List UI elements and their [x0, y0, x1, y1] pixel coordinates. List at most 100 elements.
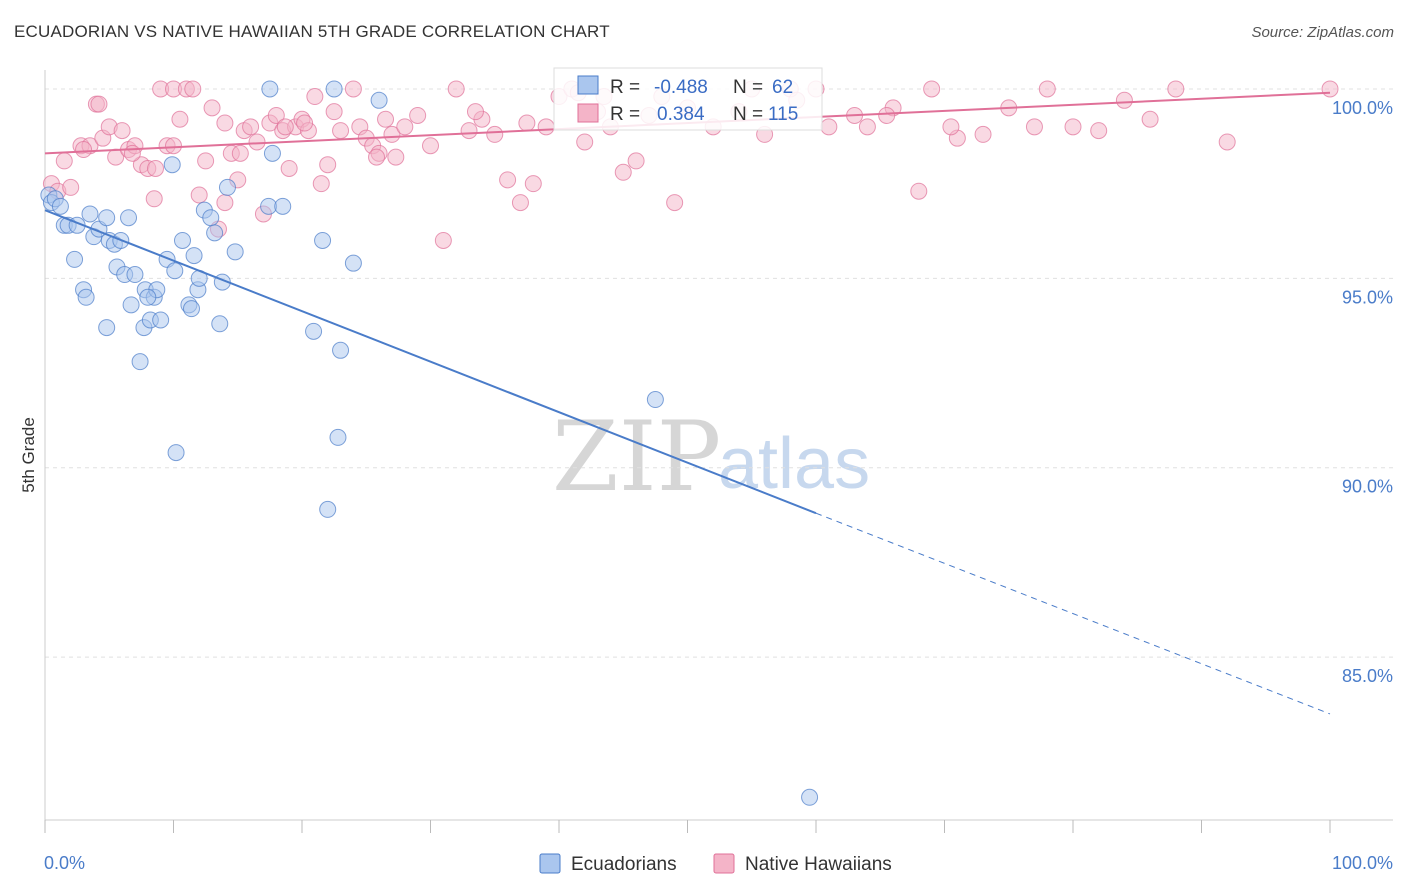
y-axis-title: 5th Grade	[19, 417, 38, 493]
native-hawaiians-point	[242, 118, 260, 136]
native-hawaiians-point	[90, 95, 108, 113]
native-hawaiians-point	[409, 106, 427, 124]
native-hawaiians-point	[296, 114, 314, 132]
ecuadorians-point	[173, 231, 191, 249]
native-hawaiians-point	[923, 80, 941, 98]
ecuadorians-point	[182, 300, 200, 318]
native-hawaiians-point	[113, 122, 131, 140]
bottom-legend: Ecuadorians Native Hawaiians	[539, 853, 892, 875]
ecuadorians-point	[206, 224, 224, 242]
native-hawaiians-point	[184, 80, 202, 98]
ecuadorians-point	[77, 288, 95, 306]
native-hawaiians-point	[171, 110, 189, 128]
ecuadorians-point	[305, 322, 323, 340]
y-tick-labels: 100.0% 95.0% 90.0% 85.0%	[1332, 98, 1393, 686]
native-hawaiians-point	[422, 137, 439, 155]
stats-r-label-ecuadorians: R =	[610, 77, 640, 98]
native-hawaiians-point	[276, 118, 294, 136]
native-hawaiians-point	[197, 152, 215, 170]
legend-label-native-hawaiians: Native Hawaiians	[745, 854, 892, 875]
ecuadorians-point	[167, 444, 185, 462]
native-hawaiians-point	[499, 171, 517, 189]
ecuadorians-point	[66, 250, 84, 268]
stats-r-label-native-hawaiians: R =	[610, 104, 640, 125]
native-hawaiians-point	[216, 194, 234, 212]
native-hawaiians-point	[203, 99, 221, 117]
native-hawaiians-point	[466, 103, 484, 121]
native-hawaiians-point	[280, 159, 298, 177]
y-tick-label: 100.0%	[1332, 98, 1393, 118]
watermark-atlas: atlas	[718, 424, 870, 504]
ecuadorians-point	[344, 254, 362, 272]
native-hawaiians-point	[576, 133, 594, 151]
ecuadorians-point	[185, 247, 203, 265]
native-hawaiians-point	[248, 133, 266, 151]
x-tick-label-right: 100.0%	[1332, 853, 1393, 873]
ecuadorians-point	[51, 197, 69, 215]
native-hawaiians-point	[524, 175, 542, 193]
ecuadorians-point	[126, 266, 144, 284]
legend-label-ecuadorians: Ecuadorians	[571, 854, 677, 875]
ecuadorians-point	[131, 353, 149, 371]
ecuadorians-point	[152, 311, 170, 329]
stats-n-value-ecuadorians: 62	[772, 77, 793, 98]
ecuadorians-point	[319, 500, 337, 518]
native-hawaiians-point	[627, 152, 645, 170]
native-hawaiians-point	[147, 159, 165, 177]
y-tick-label: 90.0%	[1342, 477, 1393, 497]
ecuadorians-point	[218, 178, 236, 196]
native-hawaiians-point	[1167, 80, 1185, 98]
ecuadorians-point	[325, 80, 343, 98]
native-hawaiians-point	[537, 118, 555, 136]
ecuadorians-point	[274, 197, 292, 215]
stats-r-value-ecuadorians: -0.488	[654, 77, 708, 98]
ecuadorians-point	[122, 296, 140, 314]
stats-n-label-native-hawaiians: N =	[733, 104, 763, 125]
ecuadorians-point	[329, 428, 347, 446]
native-hawaiians-point	[1218, 133, 1236, 151]
native-hawaiians-point	[434, 231, 452, 249]
native-hawaiians-point	[165, 137, 182, 155]
native-hawaiians-point	[75, 141, 93, 159]
native-hawaiians-point	[518, 114, 536, 132]
native-hawaiians-point	[858, 118, 876, 136]
native-hawaiians-point	[511, 194, 529, 212]
native-hawaiians-point	[1115, 91, 1133, 109]
source-credit: Source: ZipAtlas.com	[1251, 24, 1394, 41]
stats-r-value-native-hawaiians: 0.384	[657, 104, 705, 125]
native-hawaiians-point	[666, 194, 684, 212]
legend-swatch-ecuadorians	[539, 853, 561, 874]
native-hawaiians-point	[62, 178, 80, 196]
native-hawaiians-point	[910, 182, 928, 200]
ecuadorians-point	[332, 341, 350, 359]
native-hawaiians-point	[1321, 80, 1339, 98]
native-hawaiians-point	[267, 106, 285, 124]
ecuadorians-point	[211, 315, 229, 333]
native-hawaiians-point	[332, 122, 350, 140]
native-hawaiians-point	[387, 148, 405, 166]
native-hawaiians-point	[344, 80, 362, 98]
native-hawaiians-point	[368, 148, 386, 166]
native-hawaiians-point	[190, 186, 208, 204]
native-hawaiians-point	[486, 125, 504, 143]
ecuadorians-point	[646, 391, 664, 409]
ecuadorians-point	[120, 209, 138, 227]
chart-title: ECUADORIAN VS NATIVE HAWAIIAN 5TH GRADE …	[14, 22, 610, 41]
stats-n-label-ecuadorians: N =	[733, 77, 763, 98]
ecuadorians-point	[801, 788, 819, 806]
ecuadorians-point	[81, 205, 99, 223]
native-hawaiians-point	[319, 156, 337, 174]
native-hawaiians-point	[231, 144, 249, 162]
native-hawaiians-point	[942, 118, 960, 136]
native-hawaiians-point	[878, 106, 896, 124]
native-hawaiians-point	[216, 114, 234, 132]
native-hawaiians-point	[383, 125, 401, 143]
watermark: ZIP atlas	[552, 401, 870, 513]
native-hawaiians-point	[1064, 118, 1082, 136]
native-hawaiians-point	[145, 190, 163, 208]
native-hawaiians-point	[974, 125, 992, 143]
ecuadorians-points	[40, 80, 819, 806]
native-hawaiians-point	[820, 118, 838, 136]
ecuadorians-point	[98, 319, 116, 337]
ecuadorians-point	[98, 209, 116, 227]
